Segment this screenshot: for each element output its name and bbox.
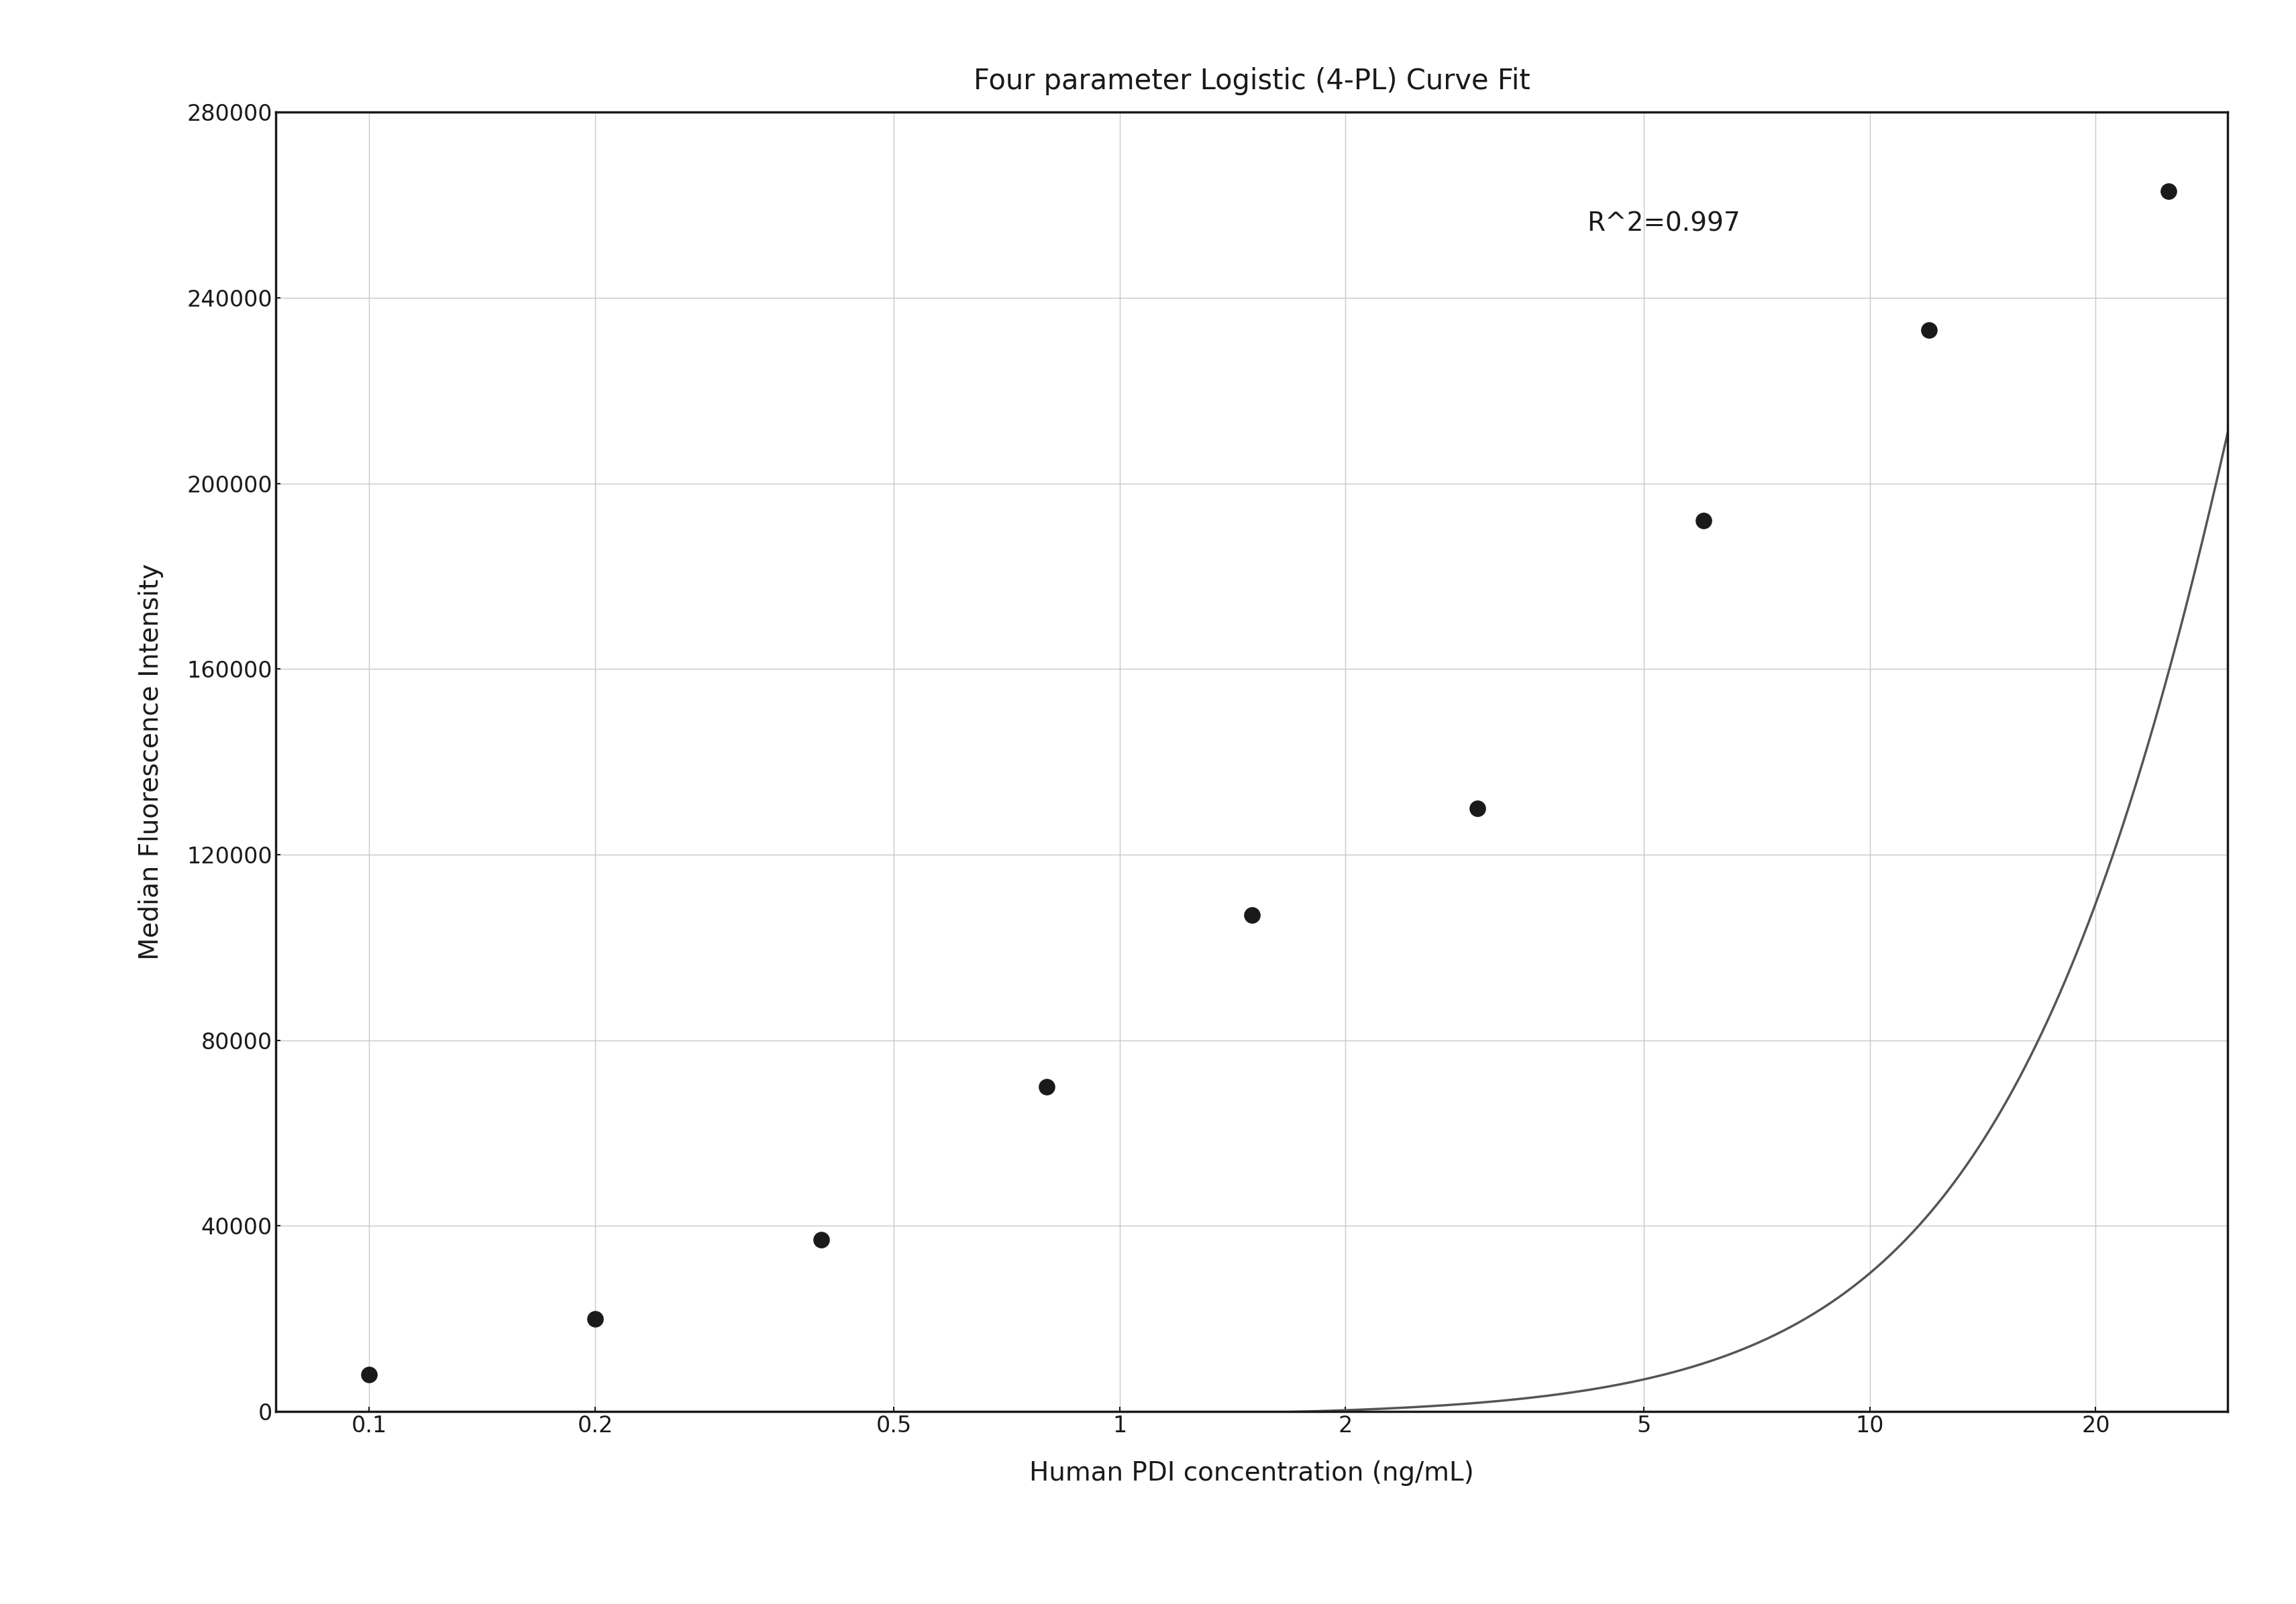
- Text: R^2=0.997: R^2=0.997: [1587, 210, 1740, 236]
- Y-axis label: Median Fluorescence Intensity: Median Fluorescence Intensity: [138, 563, 163, 961]
- Point: [1233, 901, 1270, 927]
- Point: [1458, 796, 1495, 821]
- Point: [1910, 318, 1947, 343]
- Point: [1029, 1075, 1065, 1100]
- Point: [351, 1362, 388, 1387]
- X-axis label: Human PDI concentration (ng/mL): Human PDI concentration (ng/mL): [1029, 1460, 1474, 1485]
- Point: [2149, 178, 2186, 204]
- Point: [576, 1306, 613, 1331]
- Point: [1685, 508, 1722, 534]
- Title: Four parameter Logistic (4-PL) Curve Fit: Four parameter Logistic (4-PL) Curve Fit: [974, 67, 1529, 95]
- Point: [801, 1227, 838, 1253]
